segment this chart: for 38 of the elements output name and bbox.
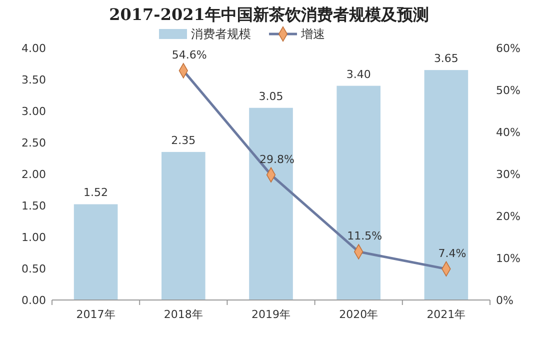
bar [424, 70, 468, 300]
data-label: 54.6% [172, 48, 207, 62]
y-tick-label: 4.00 [22, 42, 46, 55]
y2-tick-label: 20% [496, 210, 520, 223]
x-tick-label: 2018年 [164, 308, 203, 321]
y2-tick-label: 30% [496, 168, 520, 181]
y-tick-label: 3.00 [22, 104, 46, 118]
y-tick-label: 1.00 [22, 230, 46, 244]
data-label: 3.05 [258, 90, 284, 103]
y-tick-label: 0.50 [22, 262, 46, 276]
y-tick-label: 0.00 [22, 294, 46, 307]
y-tick-label: 1.50 [22, 199, 46, 212]
data-label: 29.8% [260, 152, 294, 166]
y2-tick-label: 0% [496, 294, 514, 307]
y-tick-label: 2.50 [22, 136, 46, 150]
x-tick-label: 2020年 [339, 308, 378, 321]
data-label: 11.5% [347, 230, 382, 243]
legend-label: 增速 [300, 27, 325, 42]
bar [336, 86, 380, 300]
data-label: 3.40 [346, 68, 371, 81]
y-tick-label: 3.50 [22, 73, 46, 86]
bar [74, 204, 118, 300]
y2-tick-label: 60% [496, 42, 520, 55]
data-label: 2.35 [171, 134, 196, 147]
data-label: 7.4% [438, 246, 466, 260]
y2-tick-label: 10% [496, 252, 520, 265]
data-label: 1.52 [84, 186, 108, 200]
x-tick-label: 2019年 [252, 308, 290, 321]
bar [249, 108, 293, 300]
y2-tick-label: 40% [496, 126, 520, 139]
data-label: 3.65 [434, 52, 458, 66]
bar [162, 152, 206, 300]
legend-label: 消费者规模 [191, 27, 251, 42]
y-tick-label: 2.00 [22, 168, 46, 181]
chart-title: 2017-2021年中国新茶饮消费者规模及预测 [109, 5, 429, 24]
y2-tick-label: 50% [496, 84, 520, 97]
x-tick-label: 2021年 [426, 308, 466, 321]
x-tick-label: 2017年 [76, 308, 116, 321]
